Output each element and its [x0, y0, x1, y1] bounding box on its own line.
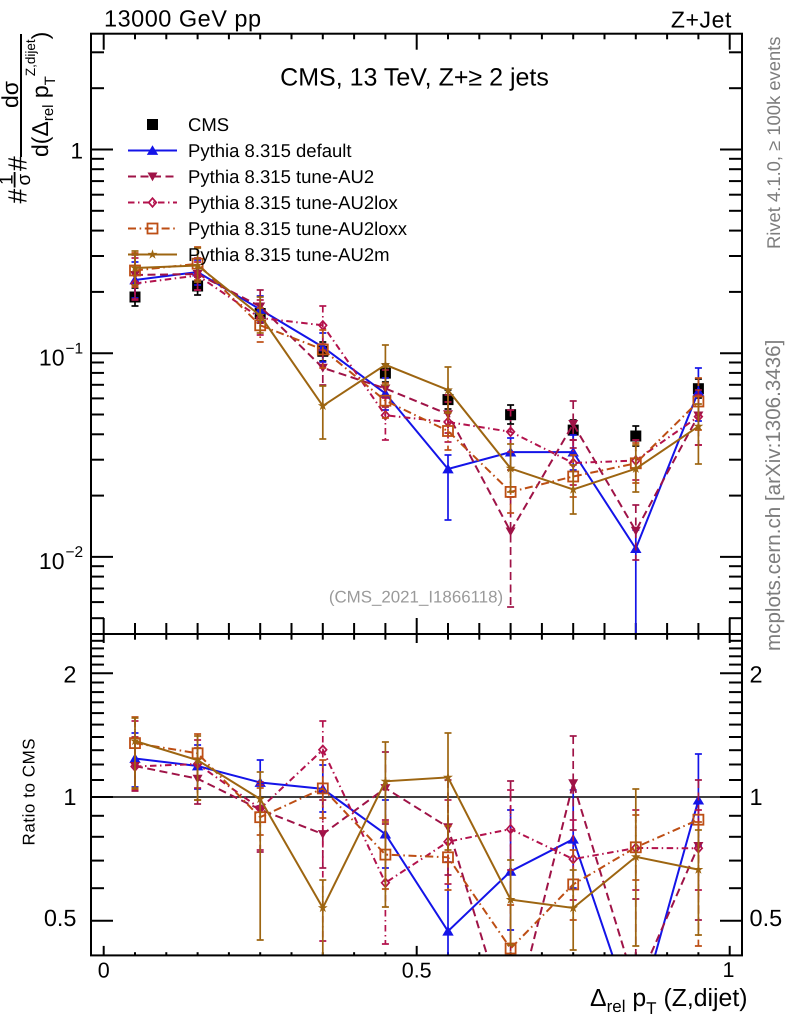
svg-text:1: 1 — [723, 958, 735, 982]
svg-text:1: 1 — [63, 784, 76, 810]
svg-text:10: 10 — [39, 548, 65, 574]
svg-text:−2: −2 — [66, 544, 84, 561]
svg-text:0.5: 0.5 — [750, 905, 783, 931]
svg-text:1: 1 — [70, 139, 83, 164]
svg-text:CMS, 13 TeV, Z+≥ 2 jets: CMS, 13 TeV, Z+≥ 2 jets — [280, 64, 549, 92]
svg-text:1: 1 — [0, 174, 18, 185]
svg-text:0.5: 0.5 — [44, 905, 77, 931]
svg-text:Pythia 8.315 tune-AU2m: Pythia 8.315 tune-AU2m — [188, 244, 390, 265]
svg-text:Ratio to CMS: Ratio to CMS — [20, 738, 39, 846]
svg-text:13000 GeV pp: 13000 GeV pp — [104, 6, 262, 32]
svg-text:0.5: 0.5 — [402, 959, 432, 983]
svg-text:Z+Jet: Z+Jet — [671, 7, 732, 33]
svg-text:σ: σ — [14, 174, 35, 186]
svg-text:Rivet 4.1.0, ≥ 100k events: Rivet 4.1.0, ≥ 100k events — [763, 36, 784, 249]
svg-text:CMS: CMS — [188, 114, 229, 135]
svg-text:#: # — [3, 189, 33, 204]
svg-text:Pythia 8.315 default: Pythia 8.315 default — [188, 140, 352, 161]
svg-text:Pythia 8.315 tune-AU2lox: Pythia 8.315 tune-AU2lox — [188, 192, 399, 213]
svg-text:1: 1 — [750, 784, 763, 810]
svg-text:mcplots.cern.ch [arXiv:1306.34: mcplots.cern.ch [arXiv:1306.3436] — [762, 340, 785, 651]
svg-text:(CMS_2021_I1866118): (CMS_2021_I1866118) — [329, 588, 503, 607]
svg-text:dσ: dσ — [0, 81, 23, 108]
svg-text:Pythia 8.315 tune-AU2loxx: Pythia 8.315 tune-AU2loxx — [188, 218, 408, 239]
svg-text:2: 2 — [750, 662, 763, 688]
svg-text:−1: −1 — [66, 341, 84, 358]
svg-text:0: 0 — [98, 959, 110, 983]
svg-text:2: 2 — [63, 662, 76, 688]
svg-text:Pythia 8.315 tune-AU2: Pythia 8.315 tune-AU2 — [188, 166, 374, 187]
svg-text:#: # — [3, 156, 33, 171]
svg-text:10: 10 — [39, 345, 65, 371]
